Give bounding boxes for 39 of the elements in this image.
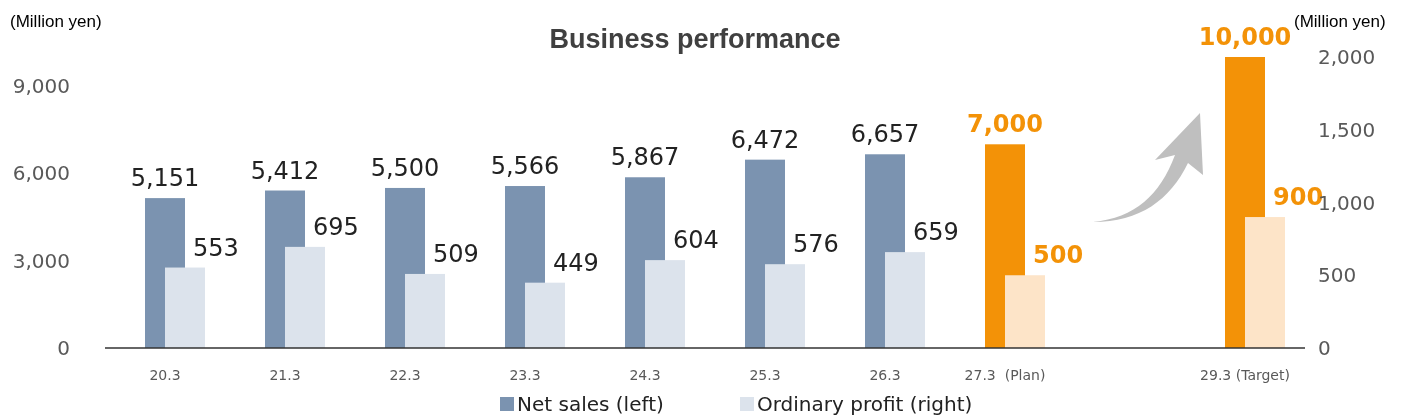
data-label: 500 [1033,241,1084,270]
data-label: 449 [553,248,599,277]
legend-label: Ordinary profit (right) [757,392,973,415]
data-label: 509 [433,239,479,268]
x-tick-label: 26.3 [869,367,901,383]
data-label: 5,566 [490,152,560,181]
legend-label: Net sales (left) [517,392,664,415]
y2-axis-title: (Million yen) [1294,12,1386,31]
x-tick-label: 29.3 (Target) [1200,367,1290,383]
data-label: 5,412 [250,156,320,185]
y2-tick-label: 2,000 [1318,45,1376,69]
data-label: 10,000 [1198,23,1292,51]
y-tick-label: 0 [57,336,70,360]
x-tick-label: 27.3 (Plan) [964,367,1046,383]
data-label: 576 [793,230,839,259]
data-label: 5,500 [370,153,440,182]
data-label: 695 [313,212,359,241]
y2-tick-label: 0 [1318,336,1331,360]
x-tick-label: 20.3 [149,367,181,383]
chart-title: Business performance [549,24,841,54]
x-tick-label: 24.3 [629,367,661,383]
y-tick-label: 9,000 [12,74,70,99]
y-axis-title: (Million yen) [10,12,102,31]
y-tick-label: 3,000 [12,248,70,273]
data-label: 659 [913,218,959,247]
data-label: 5,151 [130,164,200,193]
data-label: 553 [193,233,239,262]
y2-tick-label: 1,500 [1318,117,1376,142]
data-label: 6,472 [730,125,800,154]
y2-tick-label: 500 [1318,263,1357,288]
x-tick-label: 21.3 [269,367,301,383]
data-label: 604 [673,226,719,255]
data-label: 6,657 [850,120,920,149]
data-label: 5,867 [610,143,680,172]
data-label: 7,000 [967,110,1043,139]
y-tick-label: 6,000 [12,161,70,186]
x-tick-label: 22.3 [389,367,421,383]
x-tick-label: 23.3 [509,367,541,383]
x-tick-label: 25.3 [749,367,781,383]
